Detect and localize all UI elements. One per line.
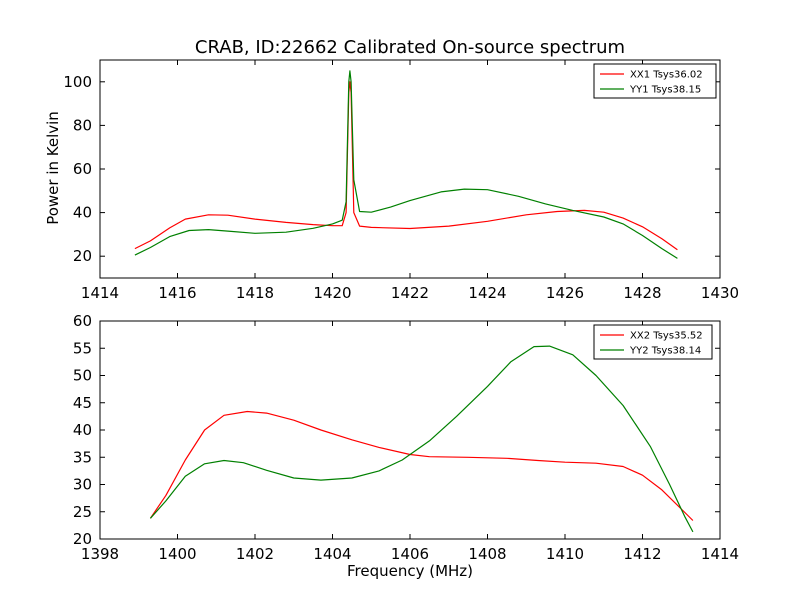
- x-tick-label: 1422: [391, 284, 429, 302]
- series-line-1: [134, 81, 678, 251]
- x-tick-label: 1426: [546, 284, 584, 302]
- y-tick-label: 20: [73, 530, 92, 548]
- y-tick-label: 55: [73, 339, 92, 357]
- y-tick-label: 40: [73, 204, 92, 222]
- x-tick-label: 1430: [701, 284, 739, 302]
- legend-label: XX1 Tsys36.02: [630, 70, 703, 81]
- y-tick-label: 60: [73, 160, 92, 178]
- y-tick-label: 45: [73, 394, 92, 412]
- y-tick-label: 60: [73, 312, 92, 330]
- y-tick-label: 100: [63, 73, 92, 91]
- x-tick-label: 1414: [81, 284, 119, 302]
- y-tick-label: 80: [73, 116, 92, 134]
- chart-title: CRAB, ID:22662 Calibrated On-source spec…: [195, 37, 625, 58]
- x-tick-label: 1410: [546, 545, 584, 563]
- x-axis-label: Frequency (MHz): [347, 562, 473, 580]
- y-tick-label: 25: [73, 503, 92, 521]
- legend-label: YY2 Tsys38.14: [629, 346, 701, 357]
- series-line-2: [134, 70, 678, 259]
- x-tick-label: 1412: [623, 545, 661, 563]
- y-tick-label: 50: [73, 367, 92, 385]
- series-line-2: [149, 345, 694, 533]
- x-tick-label: 1420: [313, 284, 351, 302]
- series-line-1: [149, 410, 694, 521]
- x-tick-label: 1400: [158, 545, 196, 563]
- y-axis-label: Power in Kelvin: [44, 111, 62, 225]
- legend-box: [593, 63, 717, 99]
- x-tick-label: 1418: [236, 284, 274, 302]
- bottom-panel: 1398 1400 1402 1404 1406 1408 1410 1412 1414 20 25…: [73, 312, 739, 563]
- y-tick-label: 40: [73, 421, 92, 439]
- x-tick-label: 1404: [313, 545, 351, 563]
- x-tick-label: 1414: [701, 545, 739, 563]
- y-tick-label: 20: [73, 247, 92, 265]
- legend: XX1 Tsys36.02 YY1 Tsys38.15: [593, 63, 717, 99]
- legend-label: YY1 Tsys38.15: [629, 85, 701, 96]
- x-tick-label: 1398: [81, 545, 119, 563]
- legend-box: [593, 324, 713, 360]
- legend-label: XX2 Tsys35.52: [630, 331, 703, 342]
- x-tick-label: 1424: [468, 284, 506, 302]
- x-tick-label: 1406: [391, 545, 429, 563]
- top-panel: 1414 1416 1418 1420 1422 1424 1426 1428 1430 20 40…: [63, 59, 739, 302]
- y-tick-label: 35: [73, 448, 92, 466]
- legend: XX2 Tsys35.52 YY2 Tsys38.14: [593, 324, 713, 360]
- x-tick-label: 1428: [623, 284, 661, 302]
- x-tick-label: 1416: [158, 284, 196, 302]
- x-tick-label: 1402: [236, 545, 274, 563]
- x-tick-label: 1408: [468, 545, 506, 563]
- y-tick-label: 30: [73, 476, 92, 494]
